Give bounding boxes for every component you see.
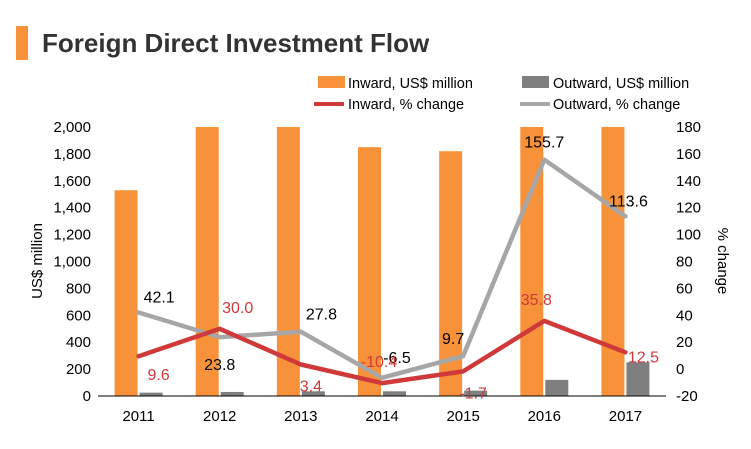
chart-title: Foreign Direct Investment Flow [42,28,430,58]
left-axis-tick-label: 1,400 [53,200,91,217]
legend-outward-line-label: Outward, % change [553,97,680,113]
right-axis-tick-label: 180 [676,119,701,136]
outward-change-label: 113.6 [609,193,648,210]
x-axis-tick-label: 2012 [203,408,236,425]
outward-change-label: 9.7 [442,331,464,348]
right-axis-tick-label: 120 [676,200,701,217]
right-axis-tick-label: 100 [676,227,701,244]
title-accent-bar [16,26,28,60]
right-axis-tick-label: 140 [676,173,701,190]
outward-change-label: 23.8 [204,357,235,374]
inward-change-label: 3.4 [300,379,322,396]
x-axis-tick-label: 2016 [528,408,561,425]
x-axis-tick-label: 2013 [284,408,317,425]
outward-bar [626,362,650,396]
legend-inward-bar-swatch [318,76,345,88]
x-axis-tick-label: 2017 [609,408,642,425]
inward-bar [601,127,625,396]
bars-group [114,127,650,396]
outward-change-label: 27.8 [306,307,337,324]
inward-change-label: 12.5 [628,349,659,366]
x-axis-ticks: 2011 2012 2013 2014 2015 2016 2017 [122,408,642,425]
right-axis-tick-label: 160 [676,146,701,163]
outward-change-label: -6.5 [383,350,411,367]
left-axis-tick-label: 2,000 [53,119,91,136]
inward-bar [520,127,544,396]
legend-inward-bar-label: Inward, US$ million [348,76,473,92]
inward-change-label: -1.7 [459,385,487,402]
legend-outward-bar-swatch [522,76,549,88]
inward-bar [358,147,381,396]
inward-change-label: -10.4 [361,354,398,371]
x-axis-tick-label: 2015 [446,408,479,425]
data-labels: 42.1 23.8 27.8 -6.5 9.7 155.7 113.6 9.6 30.0 3.4 -… [144,135,660,403]
x-axis-tick-label: 2014 [365,408,398,425]
outward-bar [464,390,488,396]
inward-bar [195,127,219,396]
outward-bar [301,391,325,396]
outward-change-line [136,157,628,381]
inward-change-label: 30.0 [222,300,253,317]
right-axis-tick-label: -20 [676,388,698,405]
left-axis-tick-label: 1,200 [53,227,91,244]
right-axis-title: % change [714,228,731,295]
left-axis-tick-label: 400 [66,334,91,351]
inward-change-line [136,318,628,386]
left-axis-tick-label: 1,600 [53,173,91,190]
outward-change-label: 155.7 [524,135,564,152]
left-axis-tick-label: 600 [66,307,91,324]
x-axis-tick-label: 2011 [122,408,154,425]
outward-bar [545,379,569,396]
right-axis-tick-label: 20 [676,334,693,351]
right-axis-ticks: -20 0 20 40 60 80 100 120 140 160 180 [676,119,701,405]
left-axis-tick-label: 1,800 [53,146,91,163]
lines-group [136,157,628,386]
left-axis-tick-label: 0 [83,388,91,405]
inward-change-label: 35.8 [521,292,552,309]
outward-bar [220,391,244,396]
left-axis-tick-label: 1,000 [53,254,91,271]
outward-bar [139,392,163,396]
inward-bar [114,190,138,396]
inward-bar [439,151,463,396]
legend-inward-line-label: Inward, % change [348,97,464,113]
left-axis-title: US$ million [29,223,46,299]
right-axis-tick-label: 60 [676,280,693,297]
right-axis-tick-label: 40 [676,307,693,324]
legend-outward-bar-label: Outward, US$ million [553,76,689,92]
left-axis-tick-label: 800 [66,280,91,297]
right-axis-tick-label: 80 [676,254,693,271]
left-axis-ticks: 0 200 400 600 800 1,000 1,200 1,400 1,600 1,800 2,… [53,119,91,405]
inward-change-label: 9.6 [147,367,169,384]
outward-change-label: 42.1 [144,289,175,306]
outward-bar [383,391,406,396]
inward-bar [276,127,300,396]
right-axis-tick-label: 0 [676,361,684,378]
left-axis-tick-label: 200 [66,361,91,378]
